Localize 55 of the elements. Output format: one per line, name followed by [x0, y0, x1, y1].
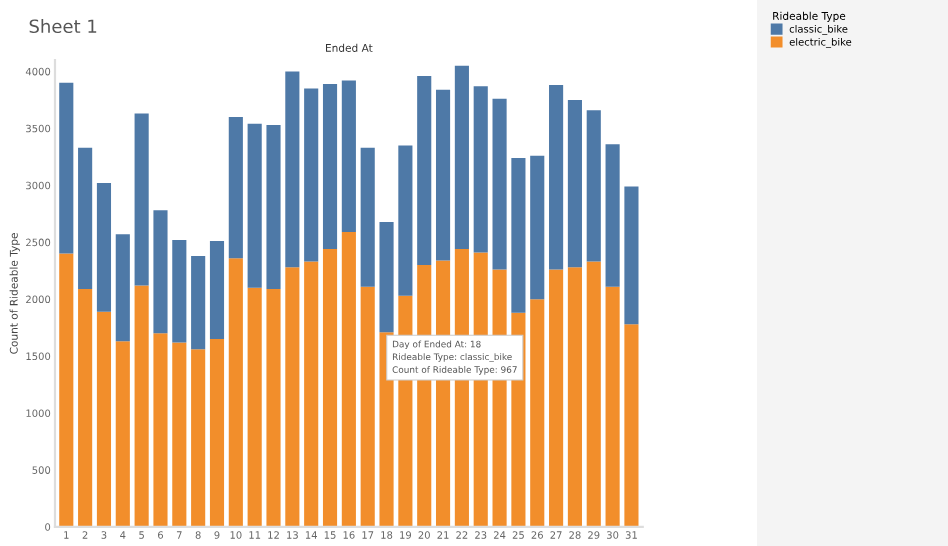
bar	[605, 144, 620, 287]
chart-title: Sheet 1	[29, 19, 97, 34]
bar	[530, 299, 545, 527]
bar	[624, 186, 639, 325]
bar	[285, 71, 300, 268]
bar	[567, 99, 582, 268]
bar	[454, 65, 469, 250]
bar	[191, 255, 206, 350]
bar	[492, 98, 507, 270]
bar	[59, 253, 74, 527]
bar	[228, 258, 243, 527]
bar	[624, 324, 639, 527]
bar	[59, 82, 74, 254]
bar	[266, 288, 281, 527]
bar	[191, 349, 206, 527]
bar	[209, 339, 225, 527]
bar	[341, 80, 356, 232]
bar	[360, 147, 375, 287]
bar	[78, 147, 93, 289]
bar	[153, 333, 168, 527]
bar	[228, 116, 243, 259]
bar	[304, 261, 319, 527]
bar	[115, 341, 130, 527]
bar	[304, 88, 319, 262]
bar	[379, 222, 394, 333]
bar	[549, 269, 564, 527]
bar	[78, 288, 93, 527]
bar	[134, 113, 149, 286]
bar	[549, 85, 564, 270]
bar	[341, 231, 356, 527]
bar	[530, 155, 545, 300]
bar	[322, 249, 338, 527]
bar	[266, 124, 281, 289]
bar	[172, 342, 187, 527]
bar	[586, 261, 601, 527]
bar	[247, 123, 262, 288]
bar	[285, 267, 300, 527]
bar	[153, 210, 168, 334]
bar	[417, 76, 432, 266]
bar	[435, 89, 451, 261]
bar	[134, 285, 149, 527]
bar	[360, 286, 375, 527]
bar	[586, 110, 601, 262]
bar	[567, 267, 582, 527]
bar	[209, 241, 225, 340]
bar	[115, 234, 130, 342]
bar	[247, 287, 262, 527]
bar	[322, 83, 338, 250]
bar	[96, 183, 112, 312]
bar	[398, 145, 413, 296]
bar	[473, 86, 488, 253]
bar	[605, 286, 620, 527]
bar	[511, 157, 526, 313]
bar	[172, 239, 187, 343]
bar	[96, 311, 112, 527]
